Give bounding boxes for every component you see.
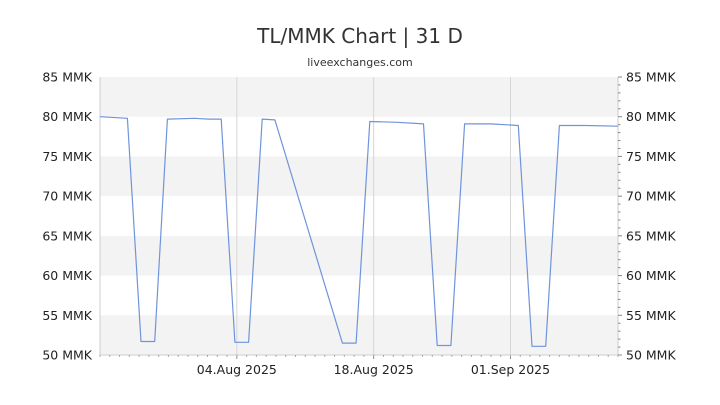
x-tick-label: 18.Aug 2025: [334, 362, 414, 377]
y-tick-label-right: 55 MMK: [626, 308, 676, 323]
grid-band: [100, 156, 618, 197]
y-tick-label-right: 50 MMK: [626, 348, 676, 363]
y-tick-label-right: 70 MMK: [626, 189, 676, 204]
y-tick-label-left: 80 MMK: [42, 109, 92, 124]
y-tick-label-right: 75 MMK: [626, 149, 676, 164]
y-tick-label-right: 65 MMK: [626, 228, 676, 243]
y-tick-label-left: 65 MMK: [42, 228, 92, 243]
y-tick-label-left: 55 MMK: [42, 308, 92, 323]
series-line: [99, 116, 619, 347]
y-tick-label-left: 50 MMK: [42, 348, 92, 363]
chart-subtitle: liveexchanges.com: [307, 56, 413, 69]
grid-band: [100, 77, 618, 117]
grid-band: [100, 315, 618, 355]
chart-title: TL/MMK Chart | 31 D: [257, 24, 463, 48]
x-tick-label: 01.Sep 2025: [471, 362, 550, 377]
y-tick-label-right: 85 MMK: [626, 70, 676, 85]
y-tick-label-left: 70 MMK: [42, 189, 92, 204]
grid-band: [100, 235, 618, 276]
y-tick-label-right: 60 MMK: [626, 268, 676, 283]
x-tick-label: 04.Aug 2025: [197, 362, 277, 377]
y-tick-label-left: 75 MMK: [42, 149, 92, 164]
y-tick-label-right: 80 MMK: [626, 109, 676, 124]
y-tick-label-left: 60 MMK: [42, 268, 92, 283]
y-tick-label-left: 85 MMK: [42, 70, 92, 85]
